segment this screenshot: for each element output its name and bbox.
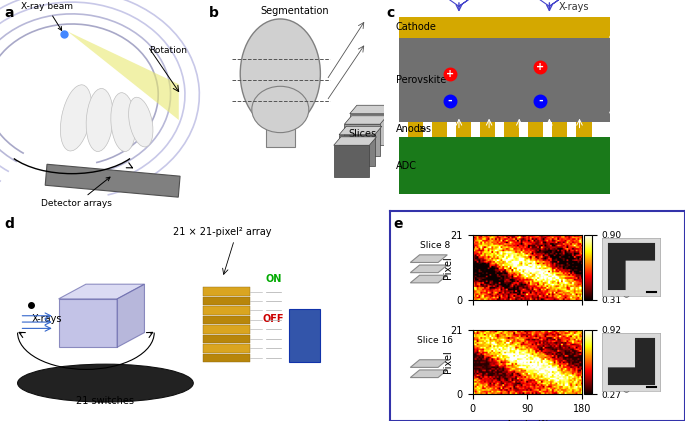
Polygon shape xyxy=(58,284,145,299)
Text: X-rays: X-rays xyxy=(32,314,62,324)
Text: Slices: Slices xyxy=(349,129,377,139)
Ellipse shape xyxy=(129,97,153,147)
Bar xyxy=(345,124,380,156)
Polygon shape xyxy=(410,360,447,368)
Ellipse shape xyxy=(18,364,193,402)
Bar xyxy=(203,354,250,362)
Bar xyxy=(203,335,250,343)
Text: Perovskite: Perovskite xyxy=(396,75,446,85)
Bar xyxy=(577,122,592,137)
Text: b: b xyxy=(209,6,219,20)
Polygon shape xyxy=(345,116,387,124)
Text: Slice 8: Slice 8 xyxy=(420,241,450,250)
Bar xyxy=(266,122,295,147)
Polygon shape xyxy=(58,299,117,347)
Bar xyxy=(203,306,250,315)
Text: +: + xyxy=(446,69,454,79)
Bar xyxy=(456,122,471,137)
Polygon shape xyxy=(117,284,145,347)
Text: a: a xyxy=(4,6,14,20)
Polygon shape xyxy=(350,105,393,114)
Polygon shape xyxy=(410,275,447,283)
Bar xyxy=(45,164,180,197)
Bar xyxy=(504,122,519,137)
Text: -: - xyxy=(447,96,452,106)
Bar xyxy=(334,145,369,177)
Y-axis label: Pixel: Pixel xyxy=(443,256,453,279)
Bar xyxy=(203,316,250,324)
Bar xyxy=(399,137,610,194)
Bar xyxy=(399,17,610,38)
Bar xyxy=(339,135,375,166)
Text: 21 switches: 21 switches xyxy=(77,396,134,406)
Text: Cathode: Cathode xyxy=(396,22,436,32)
Bar xyxy=(399,38,610,122)
Bar xyxy=(203,287,250,296)
Bar xyxy=(408,122,423,137)
Bar xyxy=(432,122,447,137)
Text: +: + xyxy=(536,62,545,72)
Text: Rotation: Rotation xyxy=(149,45,188,55)
Text: X-ray beam: X-ray beam xyxy=(21,2,73,30)
Text: ADC: ADC xyxy=(293,329,316,338)
Polygon shape xyxy=(339,126,382,135)
Bar xyxy=(350,114,386,145)
Y-axis label: Charge (a.u.): Charge (a.u.) xyxy=(625,237,634,297)
Y-axis label: Pixel: Pixel xyxy=(443,351,453,373)
Text: e: e xyxy=(393,217,403,231)
Bar xyxy=(528,122,543,137)
Bar xyxy=(203,325,250,333)
Ellipse shape xyxy=(60,85,92,151)
Text: ON: ON xyxy=(265,274,282,284)
Polygon shape xyxy=(410,265,447,273)
Bar xyxy=(203,297,250,305)
Text: Segmentation: Segmentation xyxy=(260,6,329,16)
X-axis label: Angle (°): Angle (°) xyxy=(506,420,549,421)
Ellipse shape xyxy=(252,86,309,133)
Text: Slice 16: Slice 16 xyxy=(417,336,453,345)
Polygon shape xyxy=(68,32,179,120)
Ellipse shape xyxy=(111,93,136,152)
Text: -: - xyxy=(538,96,543,106)
Text: Detector arrays: Detector arrays xyxy=(41,177,112,208)
Text: 21 × 21-pixel² array: 21 × 21-pixel² array xyxy=(173,226,272,237)
Polygon shape xyxy=(410,370,447,378)
Text: High
electric
field: High electric field xyxy=(622,57,658,90)
Text: d: d xyxy=(4,217,14,231)
Ellipse shape xyxy=(240,19,321,128)
Bar xyxy=(480,122,495,137)
Bar xyxy=(203,344,250,352)
Polygon shape xyxy=(410,255,447,262)
Text: Anodes: Anodes xyxy=(396,125,432,134)
Text: OFF: OFF xyxy=(262,314,284,324)
Text: X-rays: X-rays xyxy=(558,2,589,12)
Bar xyxy=(552,122,567,137)
Ellipse shape xyxy=(86,88,113,152)
Polygon shape xyxy=(334,137,377,145)
Text: c: c xyxy=(386,6,395,20)
Text: ADC: ADC xyxy=(396,161,416,171)
Y-axis label: Charge (a.u.): Charge (a.u.) xyxy=(624,332,634,392)
Bar xyxy=(289,309,320,362)
